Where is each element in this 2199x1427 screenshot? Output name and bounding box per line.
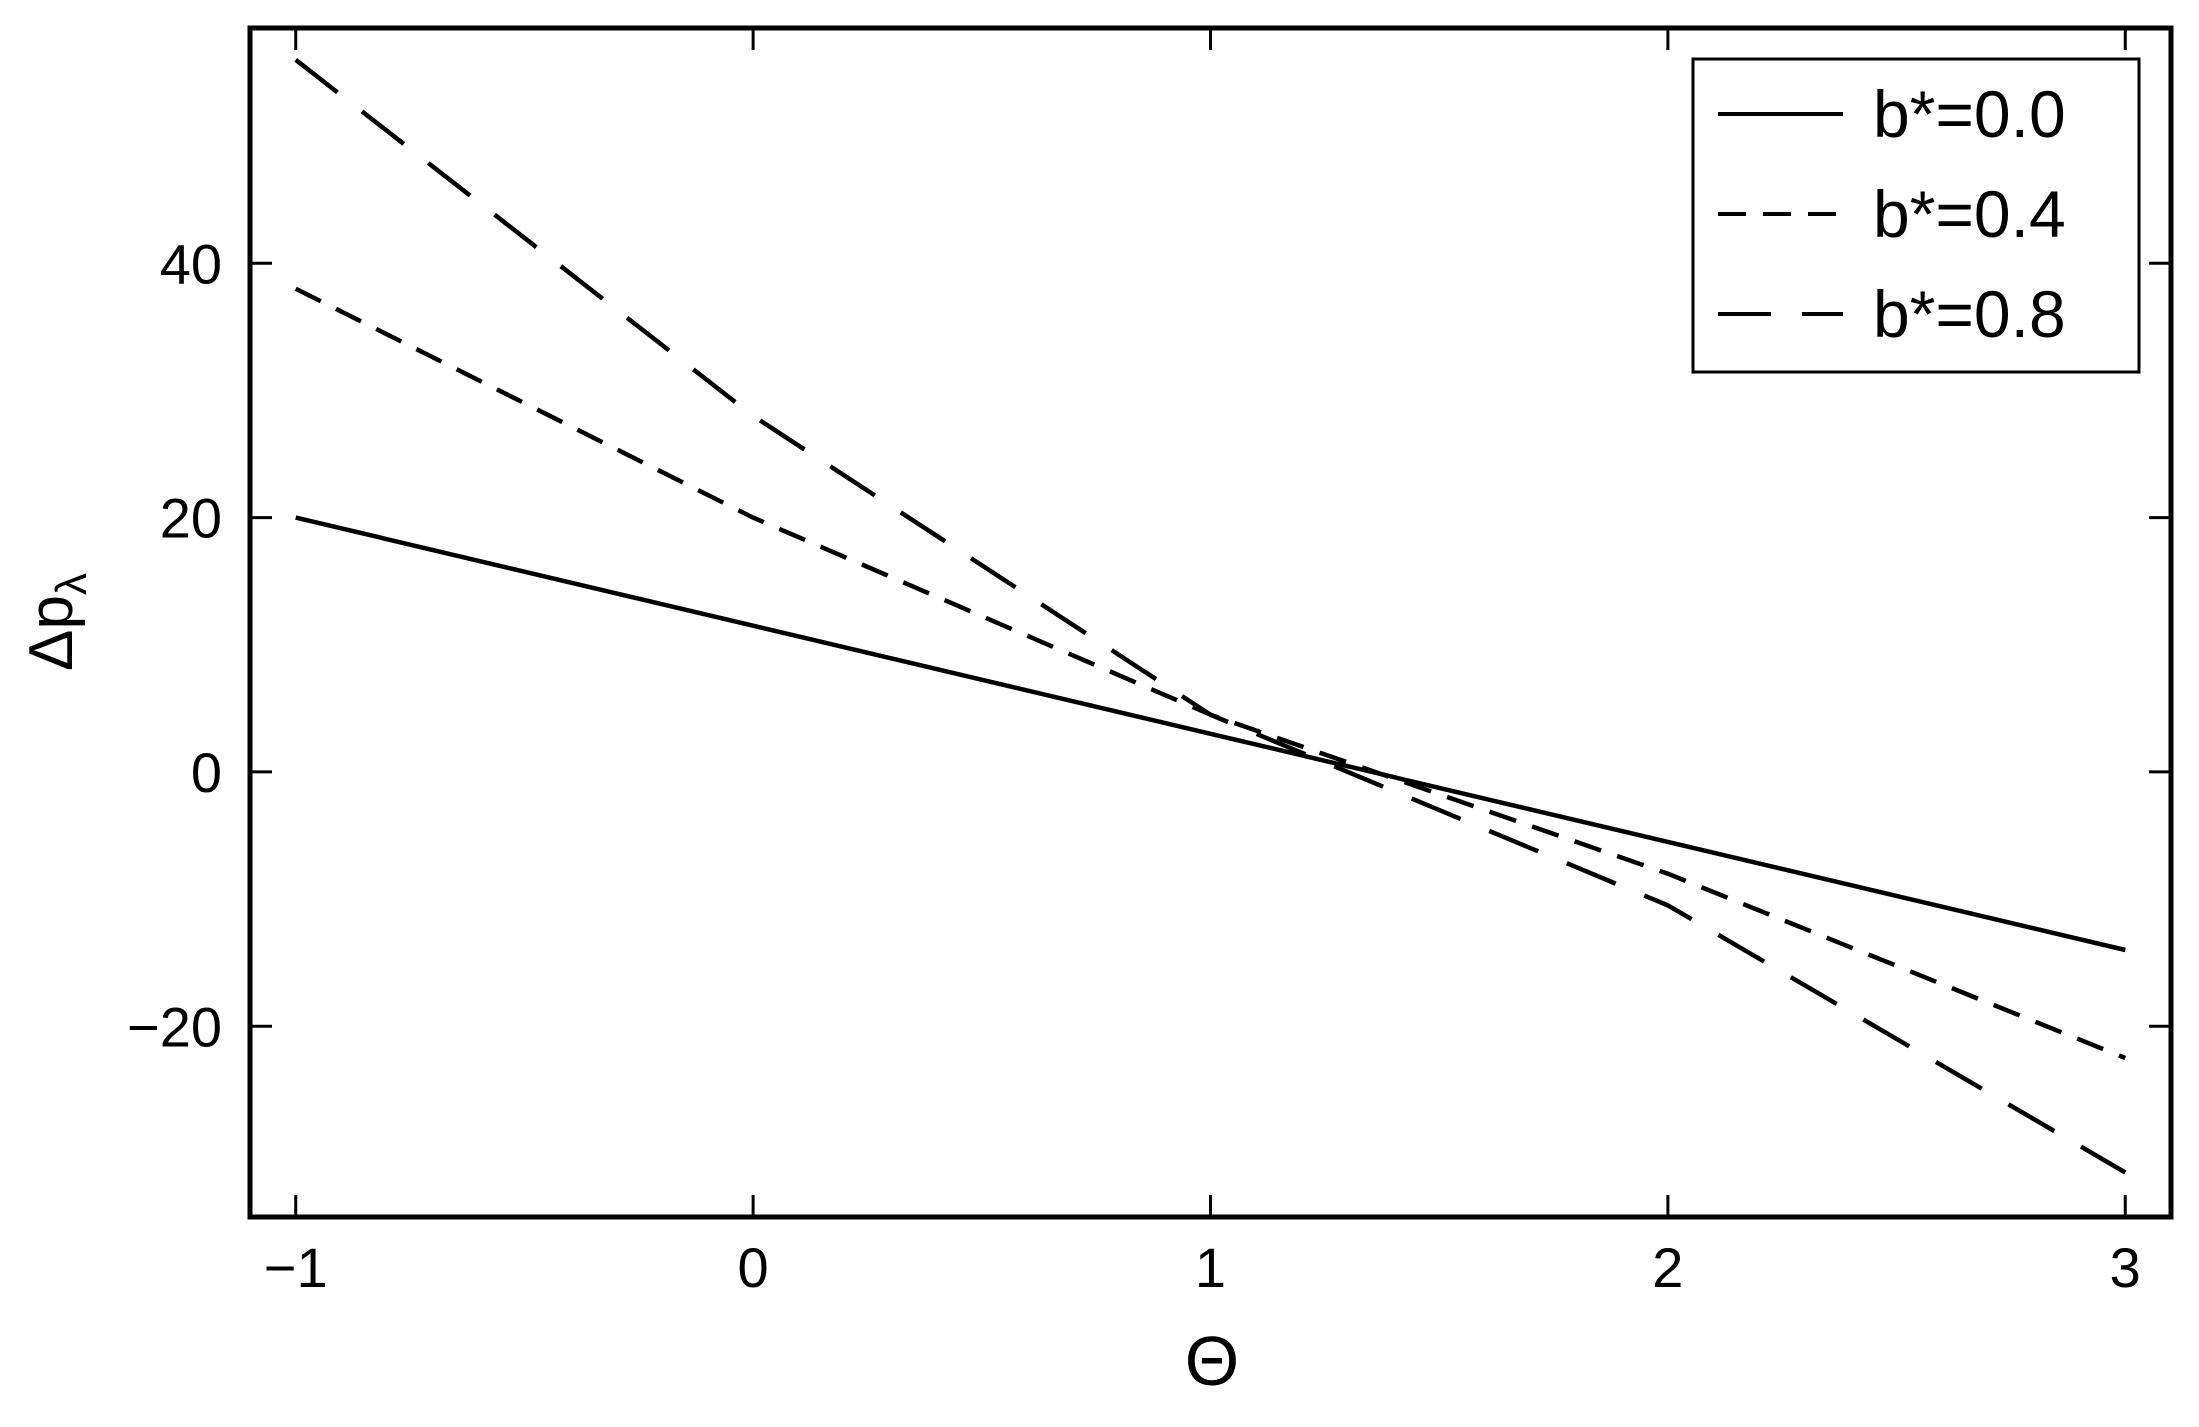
y-axis-label-main: Δp <box>17 595 86 671</box>
legend: b*=0.0 b*=0.4 b*=0.8 <box>1691 57 2141 374</box>
x-tick-label: 2 <box>1652 1236 1683 1299</box>
y-tick-label: −20 <box>127 995 222 1058</box>
x-tick-label: 1 <box>1195 1236 1226 1299</box>
legend-label: b*=0.8 <box>1873 277 2066 351</box>
x-tick-label: 0 <box>738 1236 769 1299</box>
x-tick-label: 3 <box>2110 1236 2141 1299</box>
legend-label: b*=0.0 <box>1873 77 2066 151</box>
series-line <box>295 515 2126 953</box>
y-axis-label: Δpλ <box>17 573 96 671</box>
series-line <box>294 286 2127 1061</box>
plot-frame <box>247 25 2174 1220</box>
y-tick-label: 40 <box>160 232 222 295</box>
y-tick-label: 0 <box>191 741 222 804</box>
x-axis-label: Θ <box>1185 1322 1239 1400</box>
y-tick-label: 20 <box>160 487 222 550</box>
x-tick-label: −1 <box>264 1236 328 1299</box>
legend-label: b*=0.4 <box>1873 177 2066 251</box>
y-axis-label-sub: λ <box>47 573 96 595</box>
series-line <box>294 58 2127 1175</box>
